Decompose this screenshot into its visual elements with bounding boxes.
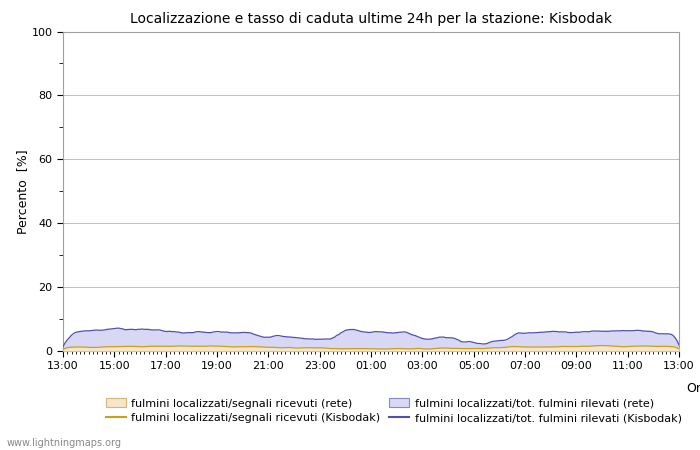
Text: Orario: Orario [686,382,700,395]
Legend: fulmini localizzati/segnali ricevuti (rete), fulmini localizzati/segnali ricevut: fulmini localizzati/segnali ricevuti (re… [106,398,682,423]
Y-axis label: Percento  [%]: Percento [%] [16,149,29,234]
Text: www.lightningmaps.org: www.lightningmaps.org [7,438,122,448]
Title: Localizzazione e tasso di caduta ultime 24h per la stazione: Kisbodak: Localizzazione e tasso di caduta ultime … [130,12,612,26]
